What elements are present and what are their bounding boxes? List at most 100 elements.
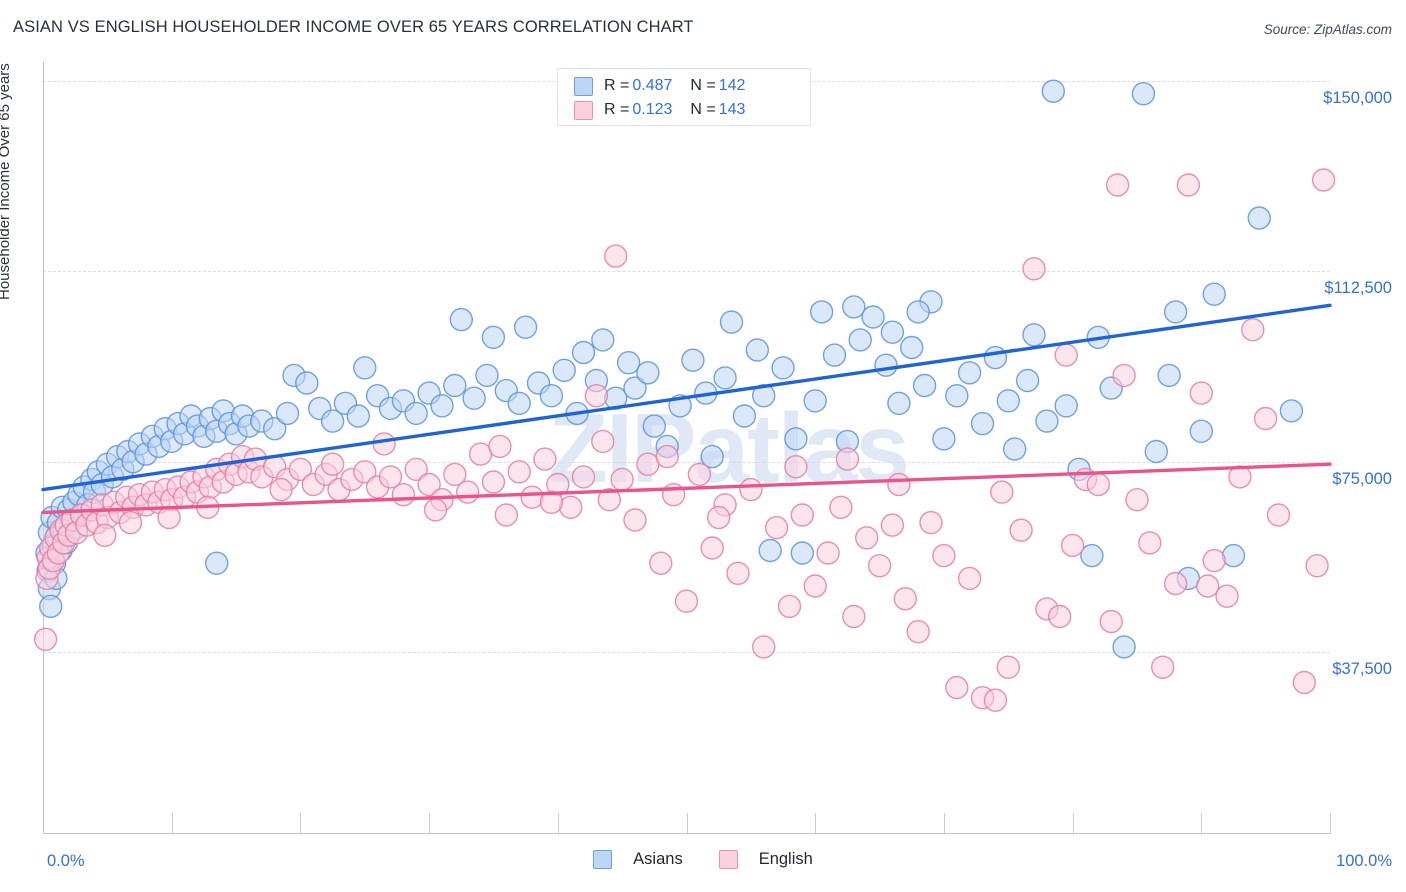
- x-tick-100: [1330, 813, 1331, 833]
- data-point: [713, 366, 737, 390]
- x-tick-10: [172, 813, 173, 833]
- data-point: [1176, 173, 1201, 197]
- data-point: [475, 363, 499, 388]
- data-point: [263, 417, 287, 441]
- x-tick-70: [944, 813, 945, 833]
- data-point: [932, 427, 956, 451]
- data-point: [919, 510, 943, 535]
- data-point: [552, 358, 576, 382]
- legend-item-asians[interactable]: Asians: [593, 850, 683, 869]
- data-point: [1163, 571, 1188, 596]
- data-point: [887, 472, 911, 497]
- data-point: [803, 389, 827, 413]
- data-point: [1189, 419, 1214, 443]
- data-point: [513, 315, 538, 339]
- data-point: [1009, 518, 1033, 542]
- data-point: [1125, 488, 1149, 512]
- data-point: [320, 452, 345, 476]
- english-stats-text: R = 0.123 N = 143: [604, 101, 745, 119]
- data-point: [855, 526, 879, 550]
- data-point: [346, 404, 370, 428]
- data-point: [353, 356, 377, 380]
- data-point: [320, 409, 345, 433]
- legend-label-english: English: [758, 850, 813, 868]
- data-point: [1157, 363, 1181, 388]
- data-point: [481, 470, 506, 494]
- asians-stats-text: R = 0.487 N = 142: [604, 77, 745, 95]
- data-point: [443, 373, 467, 398]
- data-point: [893, 587, 917, 611]
- data-point: [157, 505, 181, 530]
- data-point: [1003, 437, 1027, 461]
- data-point: [700, 444, 724, 469]
- data-point: [809, 300, 834, 324]
- data-point: [752, 635, 776, 659]
- asians-r-value: 0.487: [632, 77, 673, 94]
- data-point: [623, 376, 647, 400]
- data-point: [507, 391, 531, 415]
- x-tick-30: [429, 813, 430, 833]
- data-point: [118, 510, 143, 535]
- data-point: [880, 513, 905, 537]
- data-point: [745, 338, 769, 362]
- x-tick-50: [687, 813, 688, 833]
- data-point: [957, 361, 982, 385]
- data-point: [539, 490, 564, 514]
- data-point: [990, 480, 1014, 504]
- data-point: [423, 498, 448, 522]
- data-point: [1253, 406, 1278, 431]
- english-n-label: N =: [690, 101, 716, 118]
- data-point: [842, 295, 866, 319]
- data-point: [591, 328, 615, 352]
- data-point: [488, 434, 512, 459]
- data-point: [996, 655, 1020, 679]
- y-tick-label-37500: $37,500: [1332, 660, 1392, 678]
- english-legend-swatch-icon: [718, 850, 738, 869]
- data-point: [1086, 472, 1111, 497]
- data-point: [571, 340, 596, 365]
- data-point: [1279, 399, 1304, 423]
- data-point: [880, 320, 905, 344]
- data-point: [93, 523, 117, 547]
- legend-item-english[interactable]: English: [718, 850, 813, 869]
- data-point: [957, 566, 982, 591]
- data-point: [1054, 343, 1078, 367]
- data-point: [1292, 670, 1317, 695]
- data-point: [39, 594, 63, 618]
- data-point: [681, 348, 705, 372]
- asians-legend-swatch-icon: [593, 850, 613, 869]
- data-point: [33, 627, 58, 651]
- data-point: [983, 688, 1008, 712]
- data-point: [449, 307, 473, 332]
- stats-row-asians: R = 0.487 N = 142: [558, 74, 810, 98]
- data-point: [636, 361, 660, 385]
- data-point: [353, 460, 377, 484]
- data-point: [1112, 635, 1136, 659]
- data-point: [848, 328, 872, 352]
- data-point: [1266, 503, 1291, 527]
- data-point: [591, 429, 615, 454]
- data-point: [616, 351, 641, 375]
- data-point: [674, 589, 699, 613]
- data-point: [288, 457, 313, 481]
- data-point: [604, 244, 628, 268]
- data-point: [597, 488, 621, 512]
- english-swatch-icon: [574, 100, 593, 120]
- data-point: [835, 447, 860, 471]
- x-tick-40: [558, 813, 559, 833]
- data-point: [842, 604, 866, 629]
- data-point: [1054, 394, 1078, 418]
- data-point: [771, 356, 795, 380]
- data-point: [462, 386, 486, 410]
- series-legend: Asians English: [0, 850, 1406, 869]
- data-point: [204, 551, 229, 575]
- data-point: [1105, 173, 1130, 197]
- data-point: [726, 561, 750, 585]
- data-point: [372, 432, 396, 456]
- data-point: [900, 335, 924, 360]
- data-point: [1041, 79, 1066, 103]
- data-point: [1150, 655, 1175, 679]
- data-point: [777, 594, 802, 618]
- data-point: [539, 384, 564, 408]
